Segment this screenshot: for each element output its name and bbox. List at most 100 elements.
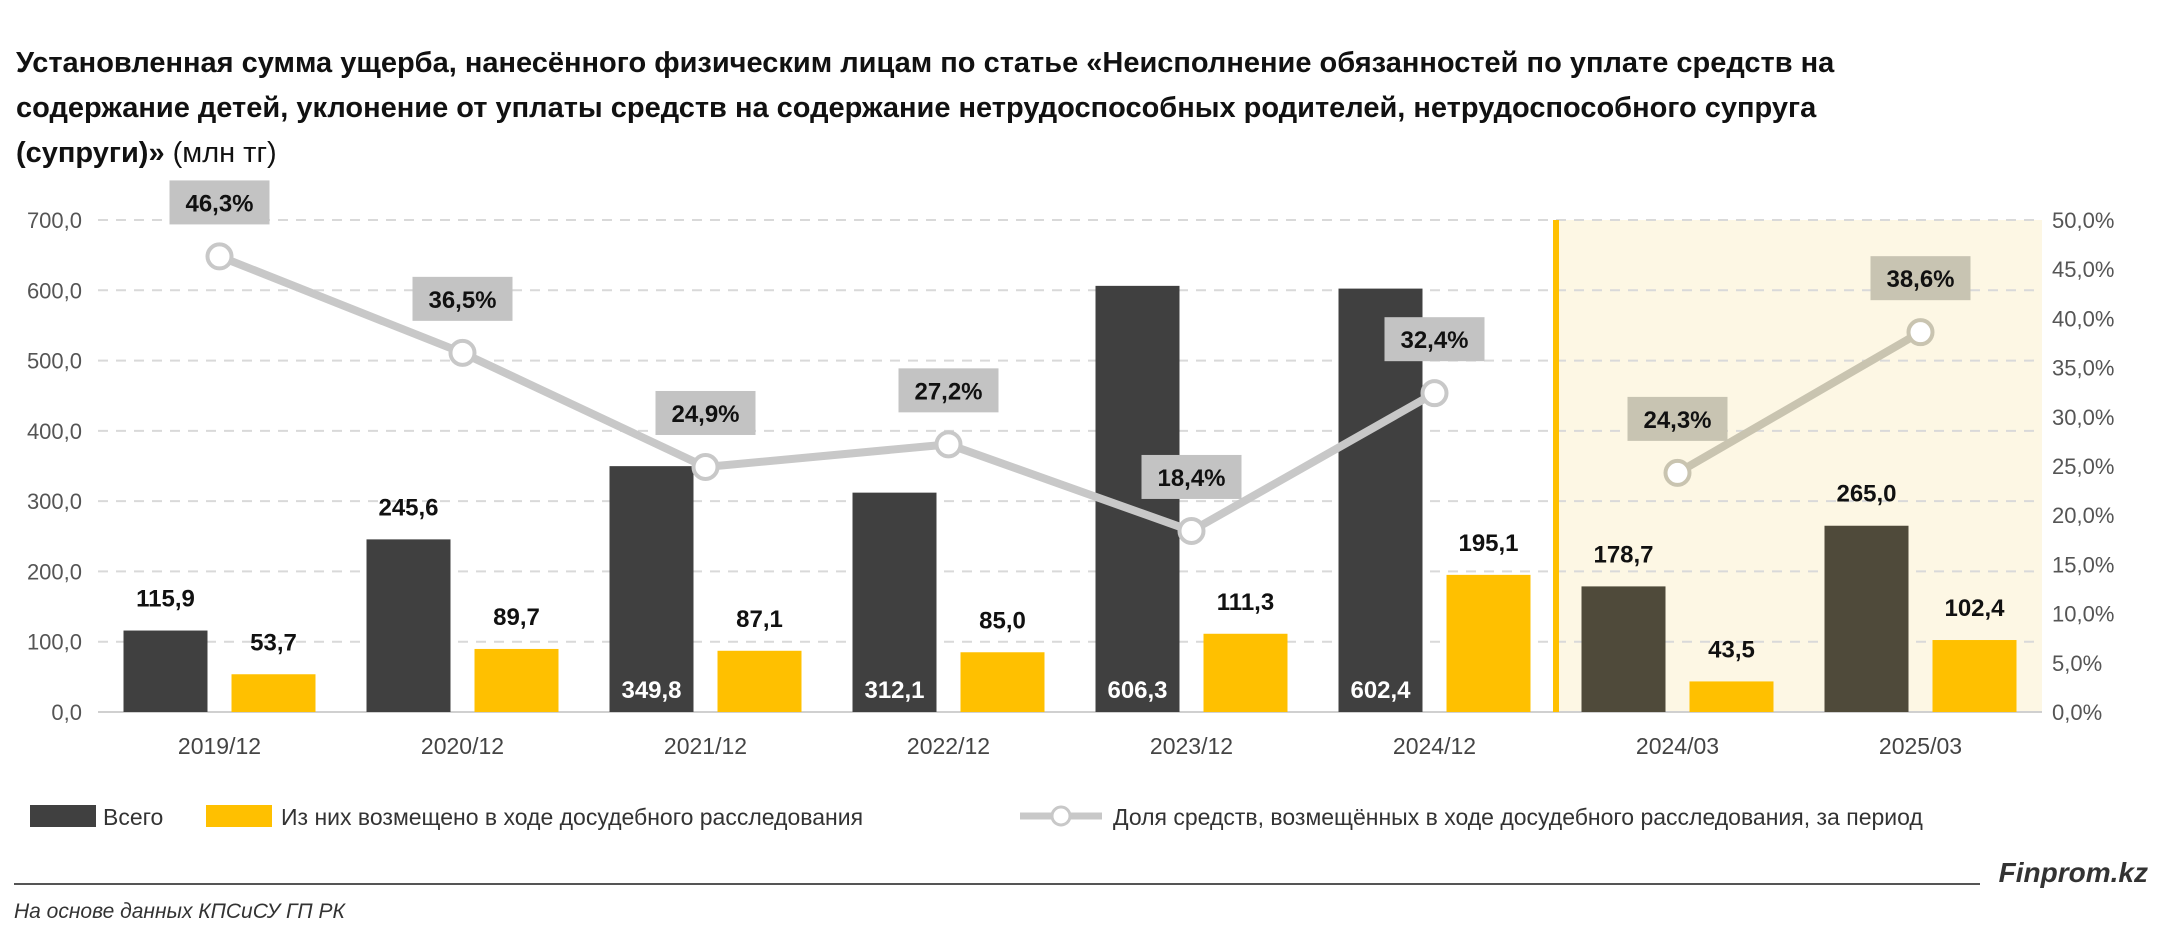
- share-marker: [1177, 516, 1206, 545]
- share-label-box: [412, 276, 513, 321]
- right-axis-tick: 10,0%: [2052, 602, 2114, 627]
- share-label-box: [655, 390, 756, 435]
- bar-refunded: [1932, 640, 2017, 712]
- x-axis-tick: 2024/03: [1636, 733, 1719, 759]
- share-label-box: [1141, 454, 1242, 499]
- share-label: 36,5%: [428, 287, 496, 314]
- share-marker: [934, 430, 963, 459]
- bar-total-label: 245,6: [378, 494, 438, 521]
- share-label: 32,4%: [1400, 327, 1468, 354]
- bar-total-label: 606,3: [1107, 677, 1167, 704]
- bar-total: [1581, 586, 1666, 712]
- bar-total: [123, 630, 208, 712]
- bar-total-label: 602,4: [1350, 677, 1411, 704]
- left-axis-tick: 300,0: [27, 489, 82, 514]
- share-marker: [1906, 318, 1935, 347]
- legend-label-total: Всего: [103, 804, 163, 830]
- share-marker: [1663, 458, 1692, 487]
- right-axis-tick: 5,0%: [2052, 651, 2102, 676]
- share-line: [218, 252, 1437, 535]
- share-marker: [691, 452, 720, 481]
- share-label-box: [1870, 256, 1971, 301]
- share-label: 27,2%: [914, 378, 982, 405]
- share-label: 24,3%: [1643, 407, 1711, 434]
- left-axis-tick: 100,0: [27, 630, 82, 655]
- bar-refunded-label: 85,0: [979, 607, 1026, 634]
- bar-refunded-label: 195,1: [1458, 530, 1518, 557]
- bar-total-label: 312,1: [864, 677, 924, 704]
- share-label-box: [169, 180, 270, 225]
- x-axis-tick: 2024/12: [1393, 733, 1476, 759]
- bar-total: [609, 466, 694, 712]
- x-axis-tick: 2020/12: [421, 733, 504, 759]
- share-line: [1675, 328, 1923, 477]
- source-note: На основе данных КПСиСУ ГП РК: [14, 900, 346, 923]
- bar-total-label: 178,7: [1593, 541, 1653, 568]
- legend-label-share: Доля средств, возмещённых в ходе досудеб…: [1113, 804, 1923, 830]
- share-label-box: [1627, 396, 1728, 441]
- bar-refunded: [1203, 633, 1288, 712]
- left-axis-tick: 500,0: [27, 349, 82, 374]
- unit-label: (млн тг): [173, 137, 277, 169]
- bar-refunded: [960, 652, 1045, 712]
- title-line-3: (супруги)» (млн тг): [16, 137, 277, 169]
- right-axis-tick: 45,0%: [2052, 257, 2114, 282]
- bar-refunded-label: 89,7: [493, 604, 540, 631]
- legend-swatch-refunded: [206, 805, 272, 827]
- right-axis-tick: 30,0%: [2052, 405, 2114, 430]
- legend-swatch-total: [30, 805, 96, 827]
- title-line-1: Установленная сумма ущерба, нанесённого …: [16, 47, 1835, 79]
- bar-refunded-label: 102,4: [1944, 595, 2005, 622]
- bar-total-label: 265,0: [1836, 481, 1896, 508]
- bar-total: [1824, 525, 1909, 712]
- bar-refunded: [1446, 574, 1531, 712]
- bar-refunded: [231, 674, 316, 712]
- legend-label-refunded: Из них возмещено в ходе досудебного расс…: [281, 804, 863, 830]
- left-axis-tick: 600,0: [27, 278, 82, 303]
- share-label: 18,4%: [1157, 465, 1225, 492]
- bar-refunded-label: 43,5: [1708, 636, 1755, 663]
- bar-refunded-label: 87,1: [736, 606, 783, 633]
- right-axis-tick: 0,0%: [2052, 700, 2102, 725]
- bar-refunded: [1689, 681, 1774, 712]
- share-label-box: [1384, 317, 1485, 362]
- share-marker: [448, 338, 477, 367]
- title-line-3-text: (супруги)»: [16, 137, 165, 169]
- left-axis-tick: 200,0: [27, 559, 82, 584]
- left-axis-tick: 700,0: [27, 208, 82, 233]
- bar-total-label: 115,9: [136, 586, 195, 613]
- bar-refunded-label: 111,3: [1217, 589, 1274, 616]
- share-marker: [205, 242, 234, 271]
- x-axis-tick: 2022/12: [907, 733, 990, 759]
- left-axis-tick: 0,0: [51, 700, 82, 725]
- right-axis-tick: 40,0%: [2052, 306, 2114, 331]
- bar-refunded: [474, 648, 559, 712]
- right-axis-tick: 15,0%: [2052, 552, 2114, 577]
- share-label: 46,3%: [185, 190, 253, 217]
- legend: Всего Из них возмещено в ходе досудебног…: [30, 804, 1923, 830]
- share-label-box: [898, 368, 999, 413]
- right-axis-tick: 35,0%: [2052, 356, 2114, 381]
- x-axis-tick: 2019/12: [178, 733, 261, 759]
- plot-area: 0,0 100,0 200,0 300,0 400,0 500,0 600,0 700,0 0,…: [27, 180, 2114, 759]
- bar-refunded-label: 53,7: [250, 629, 297, 656]
- share-label: 38,6%: [1886, 266, 1954, 293]
- right-axis-tick: 20,0%: [2052, 503, 2114, 528]
- bar-total: [366, 539, 451, 712]
- bar-total-label: 349,8: [621, 677, 681, 704]
- bar-refunded: [717, 650, 802, 712]
- right-axis-tick: 25,0%: [2052, 454, 2114, 479]
- brand-logo: Finprom.kz: [1999, 857, 2148, 888]
- x-axis-tick: 2025/03: [1879, 733, 1962, 759]
- x-axis-tick: 2021/12: [664, 733, 747, 759]
- share-label: 24,9%: [671, 401, 739, 428]
- bar-total: [852, 492, 937, 712]
- legend-swatch-share-marker: [1050, 805, 1072, 827]
- left-axis-tick: 400,0: [27, 419, 82, 444]
- share-marker: [1420, 379, 1449, 408]
- right-axis-tick: 50,0%: [2052, 208, 2114, 233]
- x-axis-tick: 2023/12: [1150, 733, 1233, 759]
- chart-title: Установленная сумма ущерба, нанесённого …: [16, 47, 1835, 169]
- title-line-2: содержание детей, уклонение от уплаты ср…: [16, 92, 1817, 124]
